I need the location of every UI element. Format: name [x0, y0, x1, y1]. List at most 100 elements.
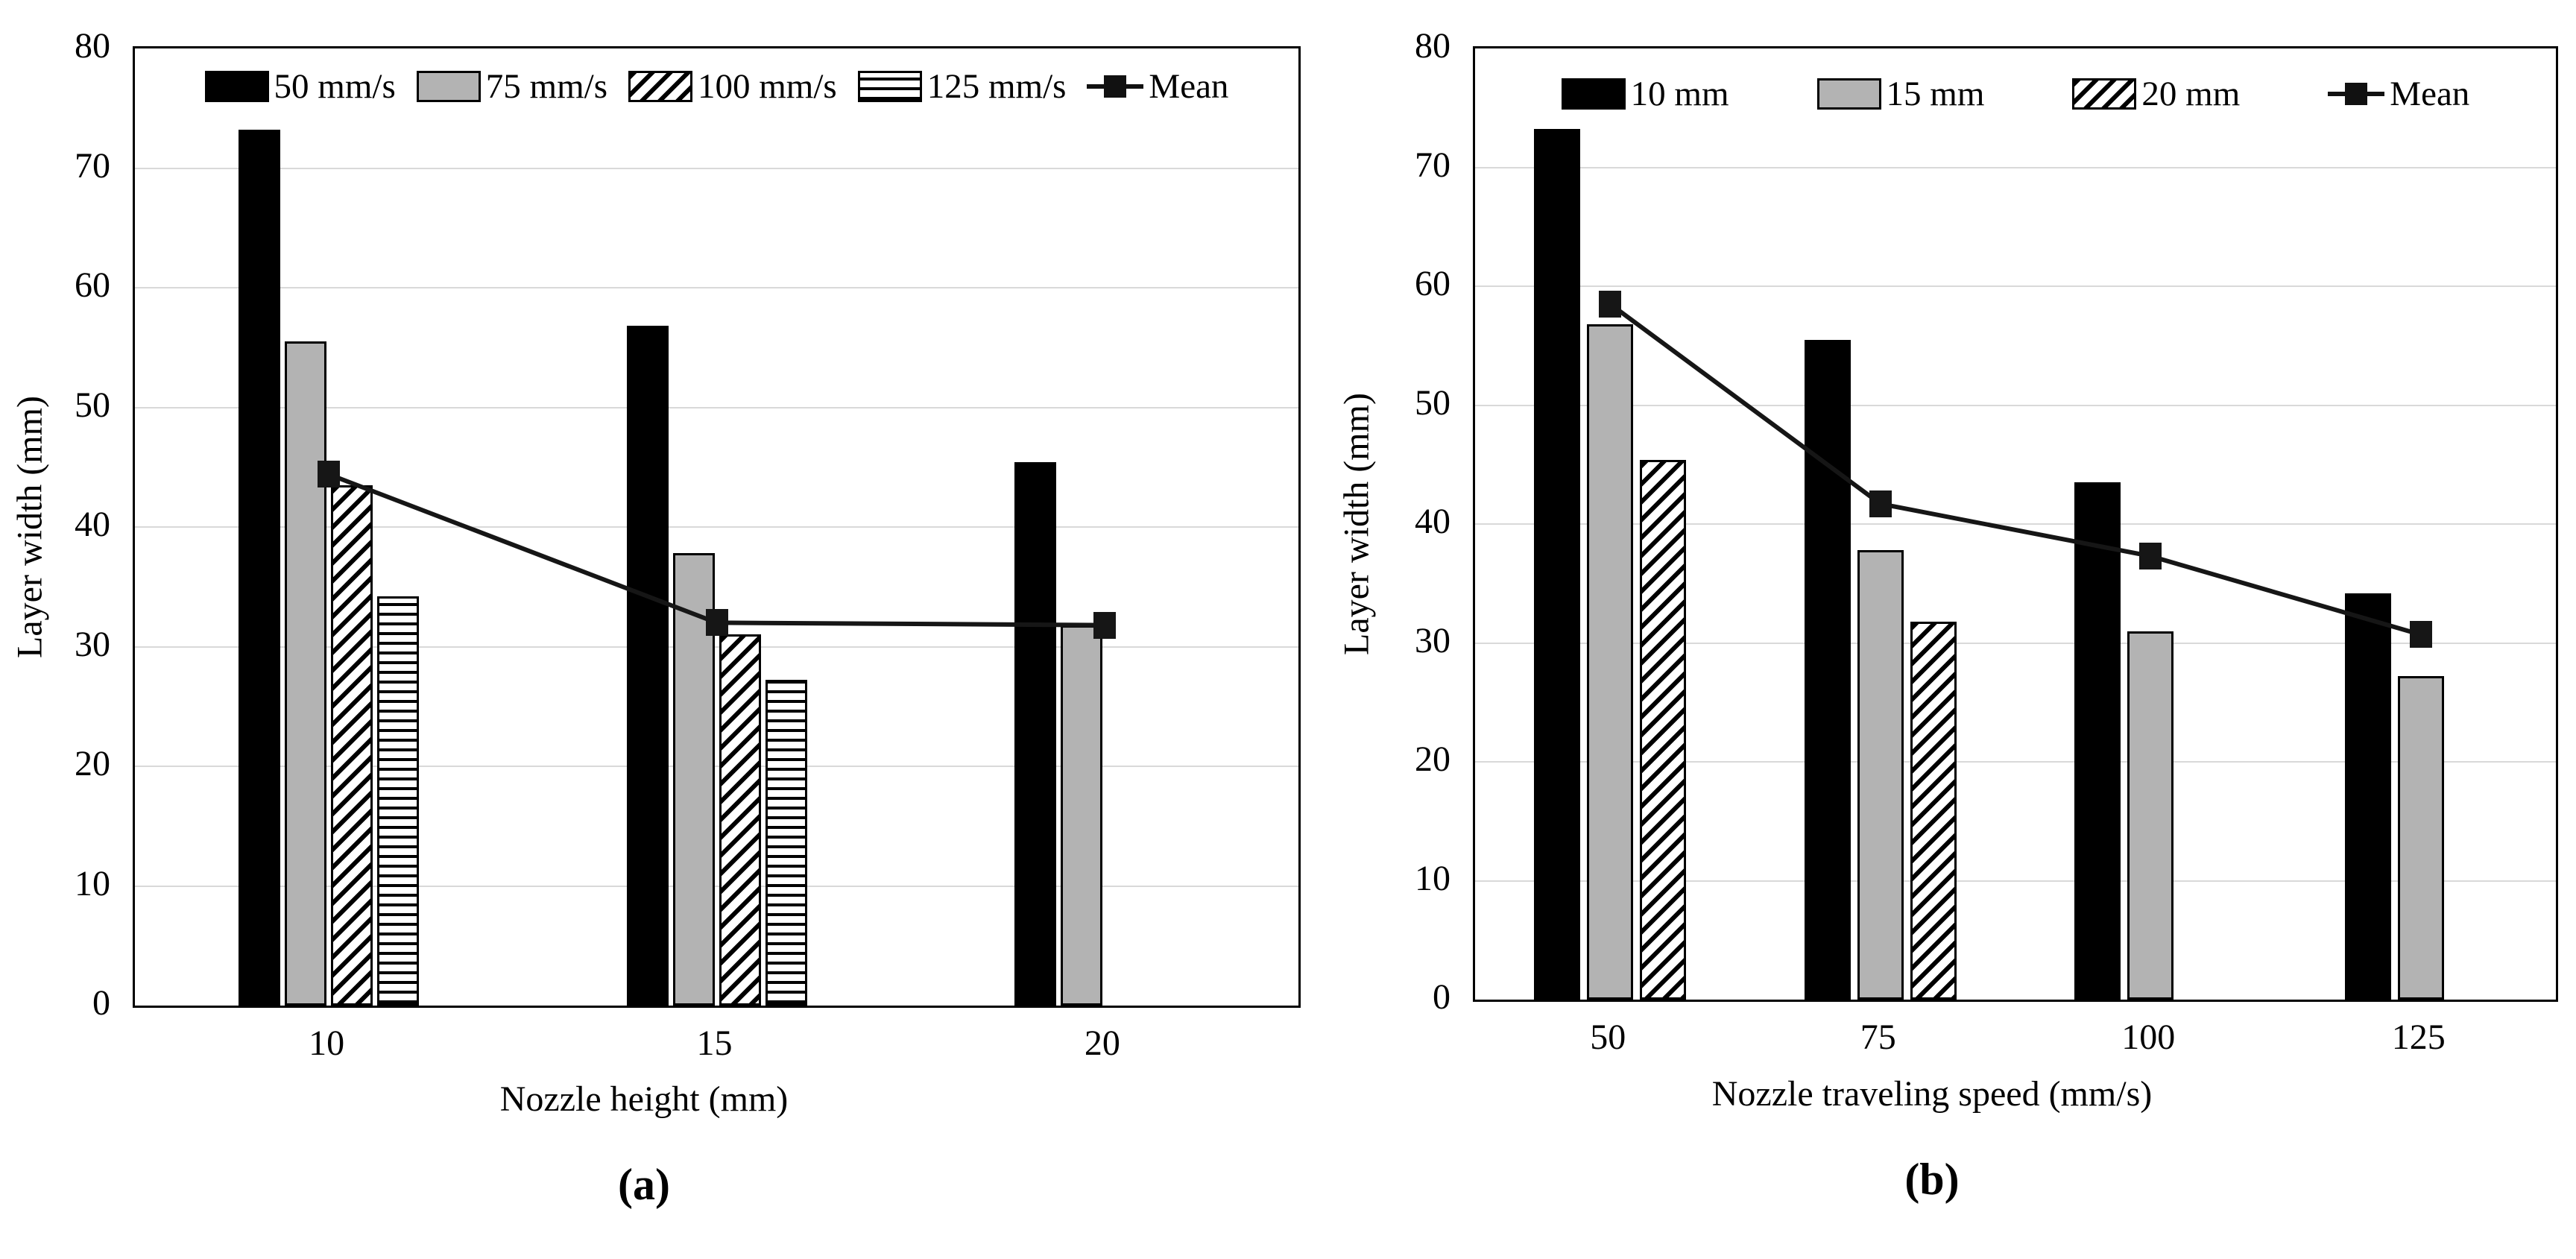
x-tick-label: 20 — [1084, 1023, 1120, 1063]
legend-swatch-icon — [628, 71, 692, 102]
gridline — [1475, 404, 2556, 406]
y-tick-label: 0 — [92, 983, 110, 1023]
x-tick-label: 75 — [1860, 1017, 1896, 1057]
chart-panel-b: Layer width (mm) 10 mm 15 mm 20 mm Mean Noz… — [1288, 0, 2576, 1259]
legend-item: 50 mm/s — [204, 66, 396, 107]
bar-10-mm-cat-75 — [1804, 339, 1851, 1000]
legend-item: 10 mm — [1561, 74, 1729, 114]
legend: 50 mm/s 75 mm/s 100 mm/s 125 mm/s Mean — [135, 66, 1298, 107]
bar-10-mm-cat-100 — [2074, 482, 2121, 1000]
bar-15-mm-cat-50 — [1587, 324, 1634, 1000]
legend-swatch-icon — [857, 71, 922, 102]
gridline — [1475, 523, 2556, 525]
bar-75-mm-s-cat-10 — [285, 341, 327, 1006]
mean-marker-cat-20 — [1093, 611, 1116, 639]
mean-marker-cat-10 — [318, 461, 341, 488]
x-tick-label: 10 — [309, 1023, 345, 1063]
legend-label: 15 mm — [1886, 75, 1985, 113]
bar-125-mm-s-cat-15 — [765, 680, 807, 1006]
legend-item: 125 mm/s — [857, 66, 1067, 107]
bar-15-mm-cat-75 — [1857, 550, 1904, 1000]
y-tick-label: 10 — [75, 863, 110, 903]
gridline — [135, 287, 1298, 288]
y-tick-label: 30 — [1415, 620, 1450, 660]
x-tick-label: 50 — [1590, 1017, 1626, 1057]
legend-item-mean: Mean — [2328, 74, 2469, 114]
legend-swatch-icon — [2072, 78, 2137, 110]
y-tick-label: 60 — [75, 265, 110, 305]
y-tick-label: 40 — [75, 505, 110, 544]
bar-10-mm-cat-125 — [2344, 593, 2391, 1000]
gridline — [135, 885, 1298, 887]
plot-area: 50 mm/s 75 mm/s 100 mm/s 125 mm/s Mean — [133, 46, 1301, 1008]
y-tick-label: 70 — [75, 145, 110, 186]
plot-area: 10 mm 15 mm 20 mm Mean — [1473, 46, 2558, 1002]
legend-label: 75 mm/s — [485, 67, 607, 106]
y-tick-label: 80 — [1415, 26, 1450, 66]
gridline — [135, 406, 1298, 408]
legend-label: 20 mm — [2141, 75, 2241, 113]
bar-15-mm-cat-100 — [2127, 631, 2174, 1000]
bar-100-mm-s-cat-10 — [331, 485, 373, 1006]
legend-label: 100 mm/s — [697, 67, 837, 106]
bar-20-mm-cat-50 — [1640, 459, 1687, 1000]
legend-item: 15 mm — [1816, 74, 1985, 114]
x-axis-title: Nozzle height (mm) — [499, 1079, 789, 1119]
mean-marker-cat-125 — [2409, 621, 2432, 649]
mean-marker-cat-50 — [1599, 290, 1622, 318]
y-tick-label: 80 — [75, 26, 110, 66]
mean-marker-cat-100 — [2139, 543, 2162, 570]
gridline — [135, 167, 1298, 169]
bar-10-mm-cat-50 — [1534, 129, 1581, 1000]
bar-50-mm-s-cat-15 — [626, 326, 669, 1006]
legend-label: 125 mm/s — [926, 67, 1067, 106]
legend-item: 75 mm/s — [416, 66, 607, 107]
gridline — [135, 646, 1298, 648]
legend: 10 mm 15 mm 20 mm Mean — [1475, 74, 2556, 114]
legend-item: 20 mm — [2072, 74, 2240, 114]
legend-swatch-icon — [416, 71, 481, 102]
bar-125-mm-s-cat-10 — [377, 596, 420, 1006]
bar-50-mm-s-cat-10 — [239, 130, 281, 1006]
panel-caption: (b) — [1904, 1155, 1960, 1204]
gridline — [1475, 880, 2556, 882]
bar-20-mm-cat-75 — [1910, 621, 1957, 1000]
x-tick-label: 15 — [696, 1023, 733, 1063]
legend-label: 10 mm — [1630, 75, 1729, 113]
legend-item: 100 mm/s — [628, 66, 837, 107]
x-tick-label: 100 — [2121, 1017, 2176, 1057]
x-axis-title: Nozzle traveling speed (mm/s) — [1711, 1074, 2153, 1114]
y-tick-label: 30 — [75, 624, 110, 664]
legend-swatch-icon — [1816, 78, 1881, 110]
chart-panel-a: Layer width (mm) 50 mm/s 75 mm/s 100 mm/s 1… — [10, 26, 1301, 1209]
bar-50-mm-s-cat-20 — [1014, 462, 1056, 1006]
legend-mean-marker-icon — [1087, 71, 1144, 102]
gridline — [1475, 166, 2556, 168]
gridline — [1475, 285, 2556, 287]
legend-swatch-icon — [1561, 78, 1626, 110]
mean-marker-cat-15 — [705, 609, 728, 637]
y-tick-label: 40 — [1415, 502, 1450, 541]
legend-mean-marker-icon — [2328, 78, 2385, 110]
y-tick-label: 50 — [75, 385, 110, 425]
y-tick-label: 20 — [75, 744, 110, 783]
bar-100-mm-s-cat-15 — [719, 634, 761, 1006]
x-tick-label: 125 — [2391, 1017, 2446, 1057]
y-tick-label: 0 — [1433, 977, 1450, 1017]
legend-label: Mean — [1149, 67, 1229, 106]
legend-label: Mean — [2390, 75, 2470, 113]
gridline — [135, 766, 1298, 767]
legend-item-mean: Mean — [1087, 66, 1228, 107]
y-tick-label: 70 — [1415, 145, 1450, 185]
legend-swatch-icon — [204, 71, 269, 102]
y-tick-label: 50 — [1415, 382, 1450, 423]
legend-label: 50 mm/s — [274, 67, 396, 106]
bar-75-mm-s-cat-20 — [1060, 625, 1102, 1006]
y-tick-label: 20 — [1415, 739, 1450, 779]
mean-marker-cat-75 — [1869, 490, 1892, 517]
y-tick-label: 10 — [1415, 858, 1450, 898]
bar-15-mm-cat-125 — [2397, 676, 2444, 1000]
gridline — [1475, 761, 2556, 763]
panel-caption: (a) — [618, 1160, 670, 1209]
